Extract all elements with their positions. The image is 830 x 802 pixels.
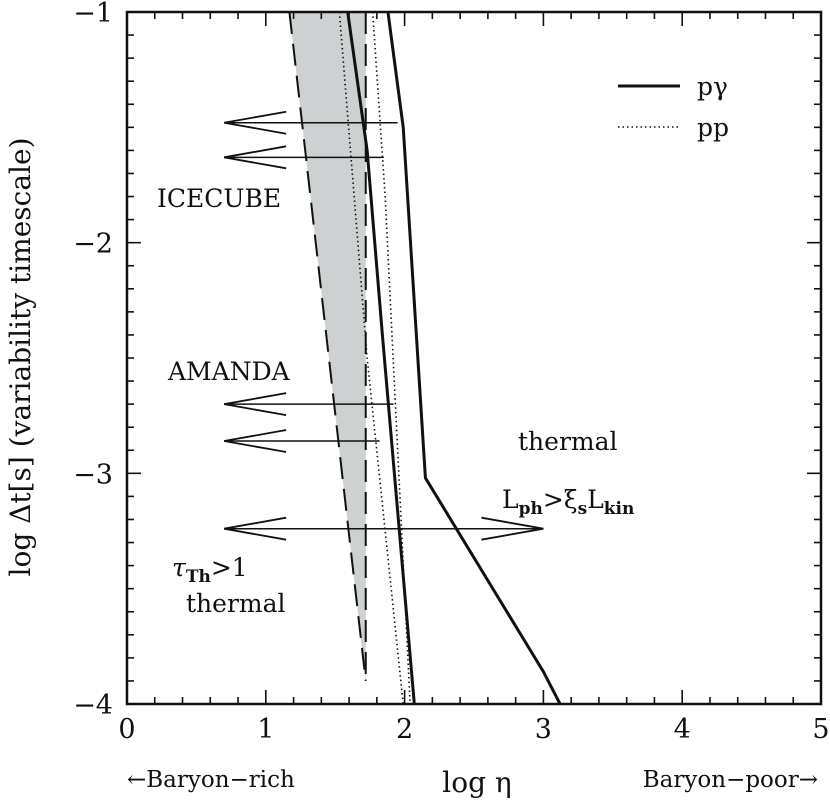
shaded-region <box>289 12 366 681</box>
arrow-4 <box>224 516 366 541</box>
x-tick-label: 0 <box>118 714 135 745</box>
x-tick-label: 2 <box>396 714 413 745</box>
x-tick-label: 1 <box>257 714 274 745</box>
series-layer <box>338 11 562 705</box>
annotation-tau-condition: τTh>1 <box>172 553 248 587</box>
annotation-thermal-right: thermal <box>518 427 618 456</box>
legend-label-solid: pγ <box>697 72 728 101</box>
x-tick-label: 5 <box>812 714 829 745</box>
series-line-pgamma-1 <box>386 11 562 705</box>
x-axis-title: log η <box>442 766 511 799</box>
annotation-amanda: AMANDA <box>167 357 291 386</box>
series-line-pgamma-0 <box>346 11 416 705</box>
y-tick-label: −1 <box>73 0 113 29</box>
arrow-layer <box>224 110 544 541</box>
shaded-boundary-dashed <box>288 11 367 682</box>
arrow-0 <box>224 110 398 135</box>
y-axis-title: log Δt[s] (variability timescale) <box>4 138 37 577</box>
series-line-pp-2 <box>338 11 405 705</box>
legend-label-dotted: pp <box>697 113 729 142</box>
legend: pγ pp <box>618 72 729 142</box>
arrow-1 <box>224 145 384 170</box>
annotation-luminosity-condition: Lph>ξsLkin <box>502 485 634 519</box>
arrow-3 <box>224 429 380 453</box>
arrow-2 <box>224 392 394 417</box>
arrow-5 <box>365 516 544 541</box>
annotation-icecube: ICECUBE <box>157 184 281 213</box>
series-line-pp-3 <box>371 11 411 705</box>
tick-layer: 0 1 2 3 4 5 −1 −2 −3 −4 <box>73 0 829 745</box>
annotation-thermal-left: thermal <box>186 589 286 618</box>
y-tick-label: −4 <box>73 690 113 721</box>
x-side-label-left: ←Baryon−rich <box>127 767 295 793</box>
x-side-label-right: Baryon−poor→ <box>643 767 818 793</box>
y-tick-label: −3 <box>73 459 113 490</box>
y-tick-label: −2 <box>73 229 113 260</box>
x-tick-label: 3 <box>535 714 552 745</box>
x-tick-label: 4 <box>674 714 691 745</box>
shaded-region-layer <box>288 11 367 682</box>
